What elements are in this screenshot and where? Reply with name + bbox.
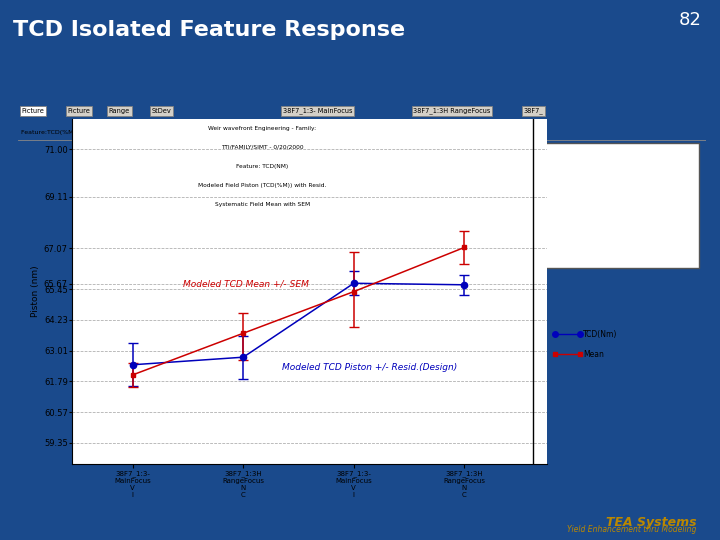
Text: –  Blue = field fitted offset coefficient: – Blue = field fitted offset coefficient (341, 221, 536, 231)
Text: Systematic Field Mean with SEM: Systematic Field Mean with SEM (215, 202, 310, 207)
Text: •  1:3 isolated, V&H feature: • 1:3 isolated, V&H feature (328, 192, 513, 205)
Text: Modeled TCD Piston +/- Resid.(Design): Modeled TCD Piston +/- Resid.(Design) (282, 363, 457, 372)
Text: –  Red = Field average systematic error: – Red = Field average systematic error (341, 245, 546, 255)
Text: 82: 82 (679, 11, 702, 29)
Text: Picture: Picture (22, 108, 45, 114)
Text: 38F7_: 38F7_ (523, 107, 543, 114)
Y-axis label: Piston (nm): Piston (nm) (31, 266, 40, 318)
Text: 38F7_1:3- MainFocus: 38F7_1:3- MainFocus (283, 107, 352, 114)
Text: 38F7_1:3H RangeFocus: 38F7_1:3H RangeFocus (413, 107, 491, 114)
Text: Modeled Field Piston (TCD(%M)) with Resid.: Modeled Field Piston (TCD(%M)) with Resi… (198, 183, 326, 188)
Text: •  Full-field design comparison: • Full-field design comparison (328, 159, 531, 172)
Text: StDev: StDev (151, 108, 171, 114)
Text: TTI/FAMILY/SIMT - 0/20/2000: TTI/FAMILY/SIMT - 0/20/2000 (221, 145, 303, 150)
Text: TCD Isolated Feature Response: TCD Isolated Feature Response (13, 20, 405, 40)
Text: Range: Range (109, 108, 130, 114)
Text: TEA Systems: TEA Systems (606, 516, 696, 529)
Bar (317, 143, 698, 268)
Text: Feature: TCD(NM): Feature: TCD(NM) (236, 164, 288, 168)
Text: Yield Enhancement thru Modeling: Yield Enhancement thru Modeling (567, 525, 696, 534)
Text: 38F7 1:3H: 38F7 1:3H (279, 129, 315, 135)
Text: TCD(Nm): TCD(Nm) (583, 329, 618, 339)
Text: Mean: Mean (583, 350, 604, 359)
Text: Picture: Picture (68, 108, 91, 114)
Text: Weir wavefront Engineering - Family:: Weir wavefront Engineering - Family: (208, 126, 316, 131)
Text: Feature:TCD(%M)_Spread IFieldResponse: Feature:TCD(%M)_Spread IFieldResponse (22, 129, 150, 134)
Text: Modeled TCD Mean +/- SEM: Modeled TCD Mean +/- SEM (182, 280, 308, 288)
